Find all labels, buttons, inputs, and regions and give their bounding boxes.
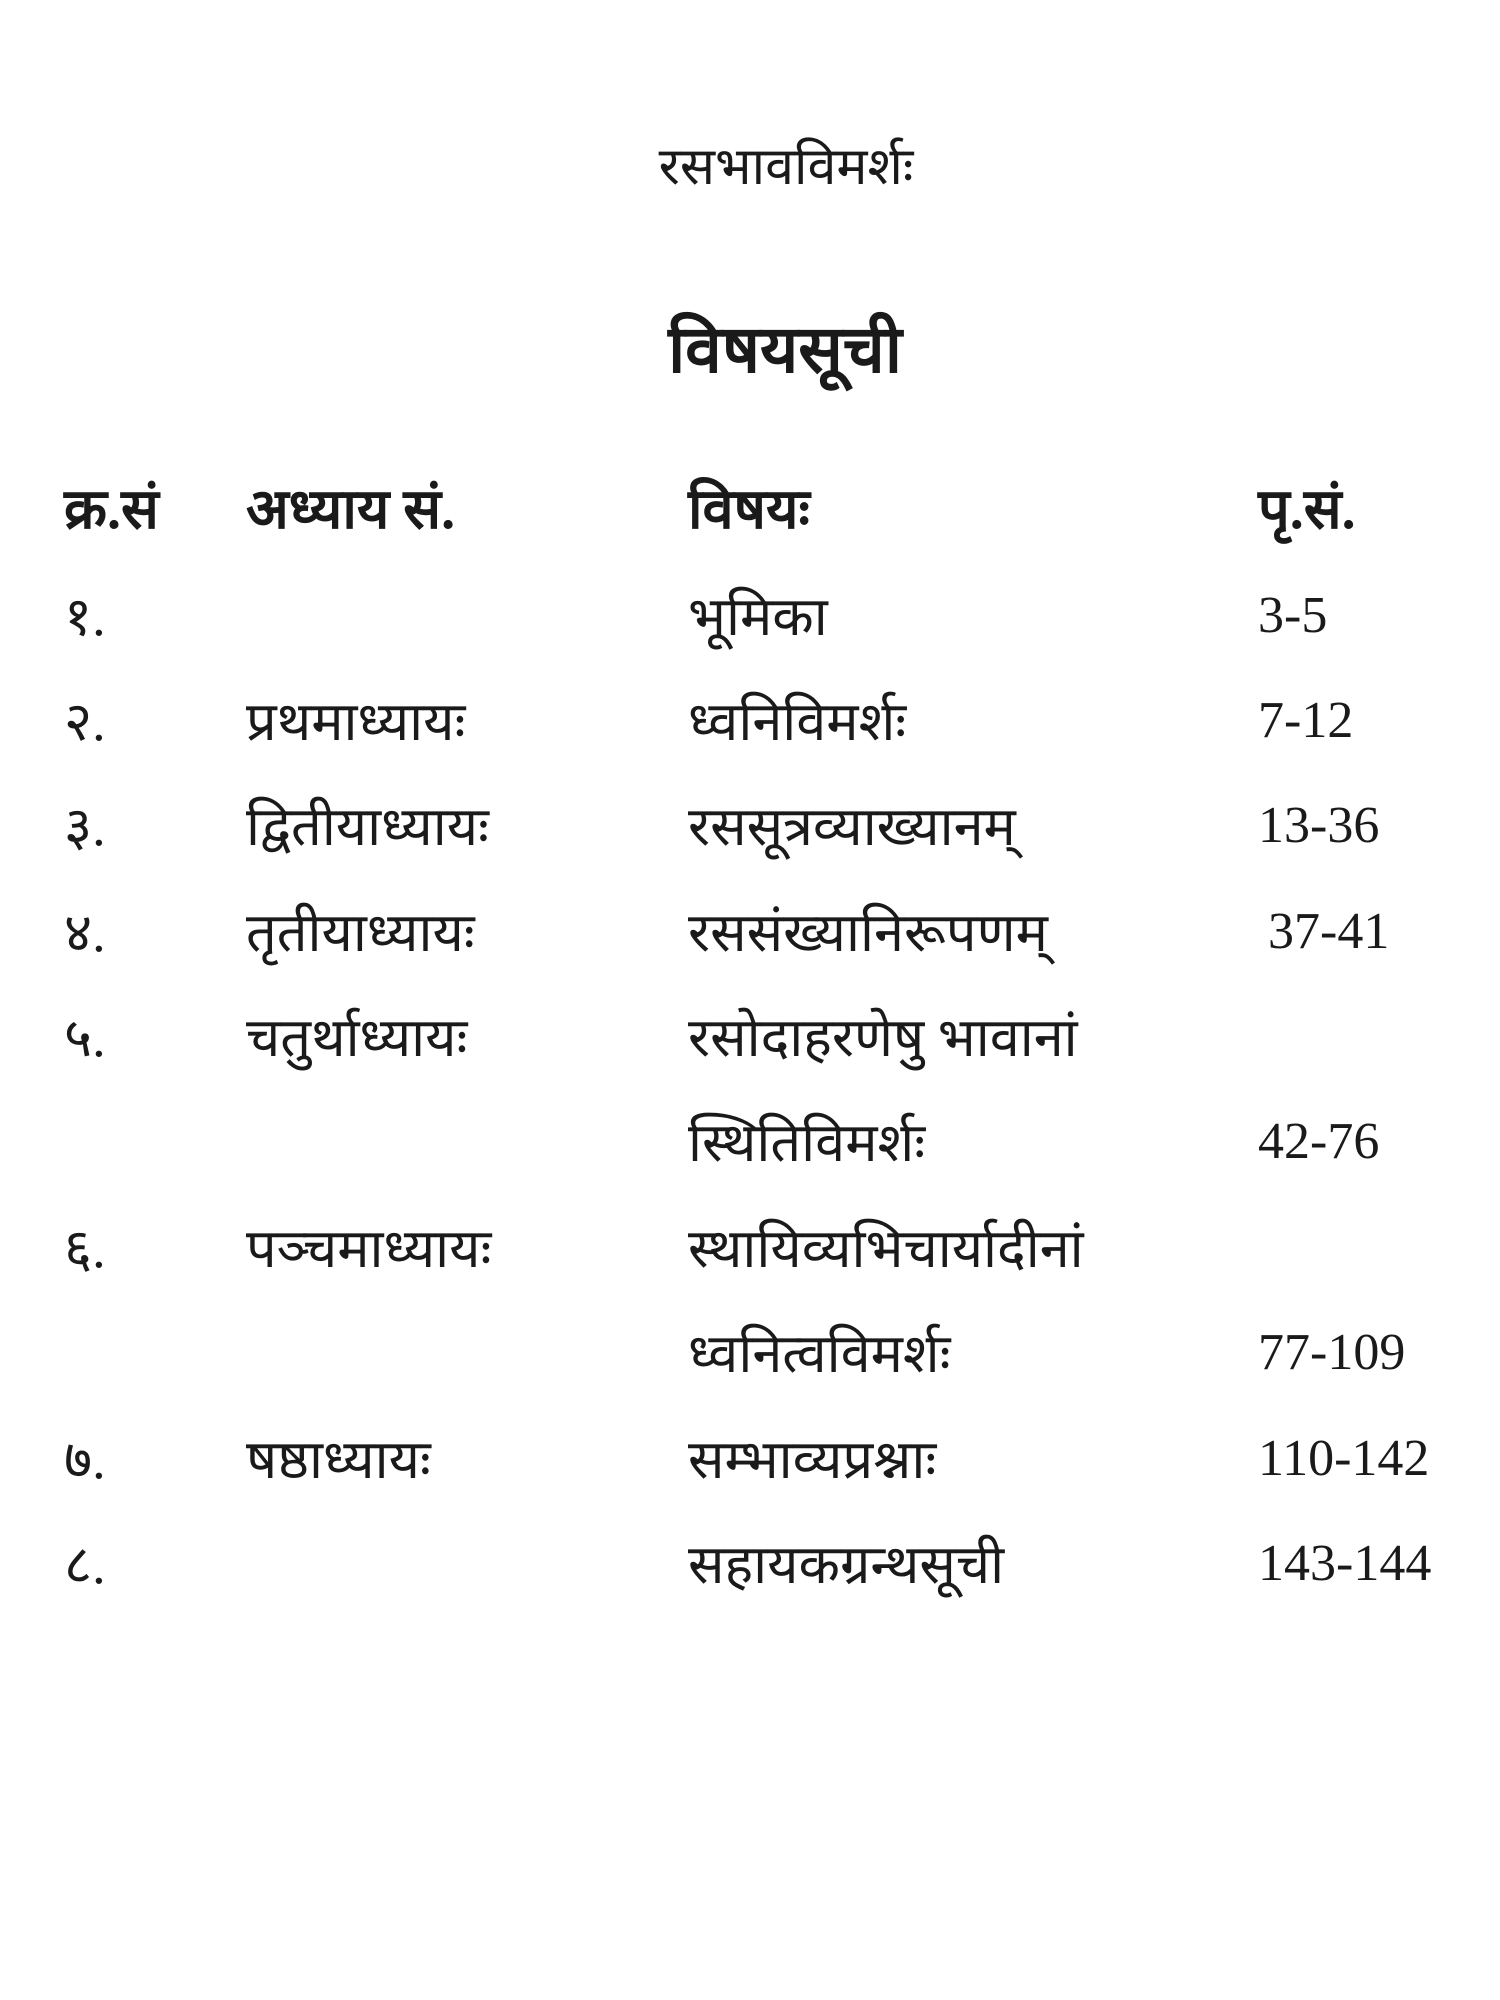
serial-number: ८. bbox=[64, 1535, 106, 1595]
topic-name: सहायकग्रन्थसूची bbox=[688, 1535, 1005, 1595]
toc-row: १. भूमिका 3-5 bbox=[0, 590, 1500, 670]
page-range: 42-76 bbox=[1258, 1113, 1380, 1170]
page-range: 143-144 bbox=[1258, 1535, 1432, 1592]
header-topic: विषयः bbox=[688, 479, 810, 541]
topic-name: सम्भाव्यप्रश्नाः bbox=[688, 1430, 937, 1490]
toc-row: ५. चतुर्थाध्यायः रसोदाहरणेषु भावानां bbox=[0, 1011, 1500, 1091]
toc-row: ७. षष्ठाध्यायः सम्भाव्यप्रश्नाः 110-142 bbox=[0, 1433, 1500, 1513]
header-pages: पृ.सं. bbox=[1258, 479, 1356, 541]
topic-name: रससंख्यानिरूपणम् bbox=[688, 903, 1048, 963]
toc-row: ४. तृतीयाध्यायः रससंख्यानिरूपणम् 37-41 bbox=[0, 906, 1500, 986]
page-range: 110-142 bbox=[1258, 1430, 1430, 1487]
chapter-name: पञ्चमाध्यायः bbox=[246, 1219, 492, 1279]
topic-name: रसोदाहरणेषु भावानां bbox=[688, 1008, 1078, 1068]
toc-row: ध्वनित्वविमर्शः 77-109 bbox=[0, 1327, 1500, 1407]
topic-name: ध्वनित्वविमर्शः bbox=[688, 1324, 951, 1384]
chapter-name: तृतीयाध्यायः bbox=[246, 903, 475, 963]
page-range: 37-41 bbox=[1268, 903, 1390, 960]
serial-number: ५. bbox=[64, 1008, 106, 1068]
page-range: 7-12 bbox=[1258, 692, 1354, 749]
page-range: 3-5 bbox=[1258, 587, 1328, 644]
toc-row: ८. सहायकग्रन्थसूची 143-144 bbox=[0, 1538, 1500, 1618]
header-serial: क्र.सं bbox=[64, 479, 159, 541]
serial-number: २. bbox=[64, 692, 106, 752]
serial-number: ४. bbox=[64, 903, 106, 963]
serial-number: १. bbox=[64, 587, 106, 647]
topic-name: भूमिका bbox=[688, 587, 828, 647]
topic-name: ध्वनिविमर्शः bbox=[688, 692, 907, 752]
topic-name: स्थायिव्यभिचार्यादीनां bbox=[688, 1219, 1084, 1279]
page-range: 77-109 bbox=[1258, 1324, 1406, 1381]
toc-row: ३. द्वितीयाध्यायः रससूत्रव्याख्यानम् 13-36 bbox=[0, 800, 1500, 880]
topic-name: स्थितिविमर्शः bbox=[688, 1113, 926, 1173]
toc-row: स्थितिविमर्शः 42-76 bbox=[0, 1116, 1500, 1196]
page-range: 13-36 bbox=[1258, 797, 1380, 854]
chapter-name: षष्ठाध्यायः bbox=[246, 1430, 431, 1490]
toc-heading: विषयसूची bbox=[668, 314, 902, 387]
toc-row: ६. पञ्चमाध्यायः स्थायिव्यभिचार्यादीनां bbox=[0, 1222, 1500, 1302]
topic-name: रससूत्रव्याख्यानम् bbox=[688, 797, 1016, 857]
toc-header-row: क्र.सं अध्याय सं. विषयः पृ.सं. bbox=[0, 482, 1500, 562]
chapter-name: द्वितीयाध्यायः bbox=[246, 797, 489, 857]
serial-number: ७. bbox=[64, 1430, 106, 1490]
serial-number: ३. bbox=[64, 797, 106, 857]
header-chapter: अध्याय सं. bbox=[246, 479, 456, 541]
serial-number: ६. bbox=[64, 1219, 106, 1279]
chapter-name: प्रथमाध्यायः bbox=[246, 692, 466, 752]
chapter-name: चतुर्थाध्यायः bbox=[246, 1008, 468, 1068]
book-title: रसभावविमर्शः bbox=[658, 139, 914, 196]
toc-row: २. प्रथमाध्यायः ध्वनिविमर्शः 7-12 bbox=[0, 695, 1500, 775]
